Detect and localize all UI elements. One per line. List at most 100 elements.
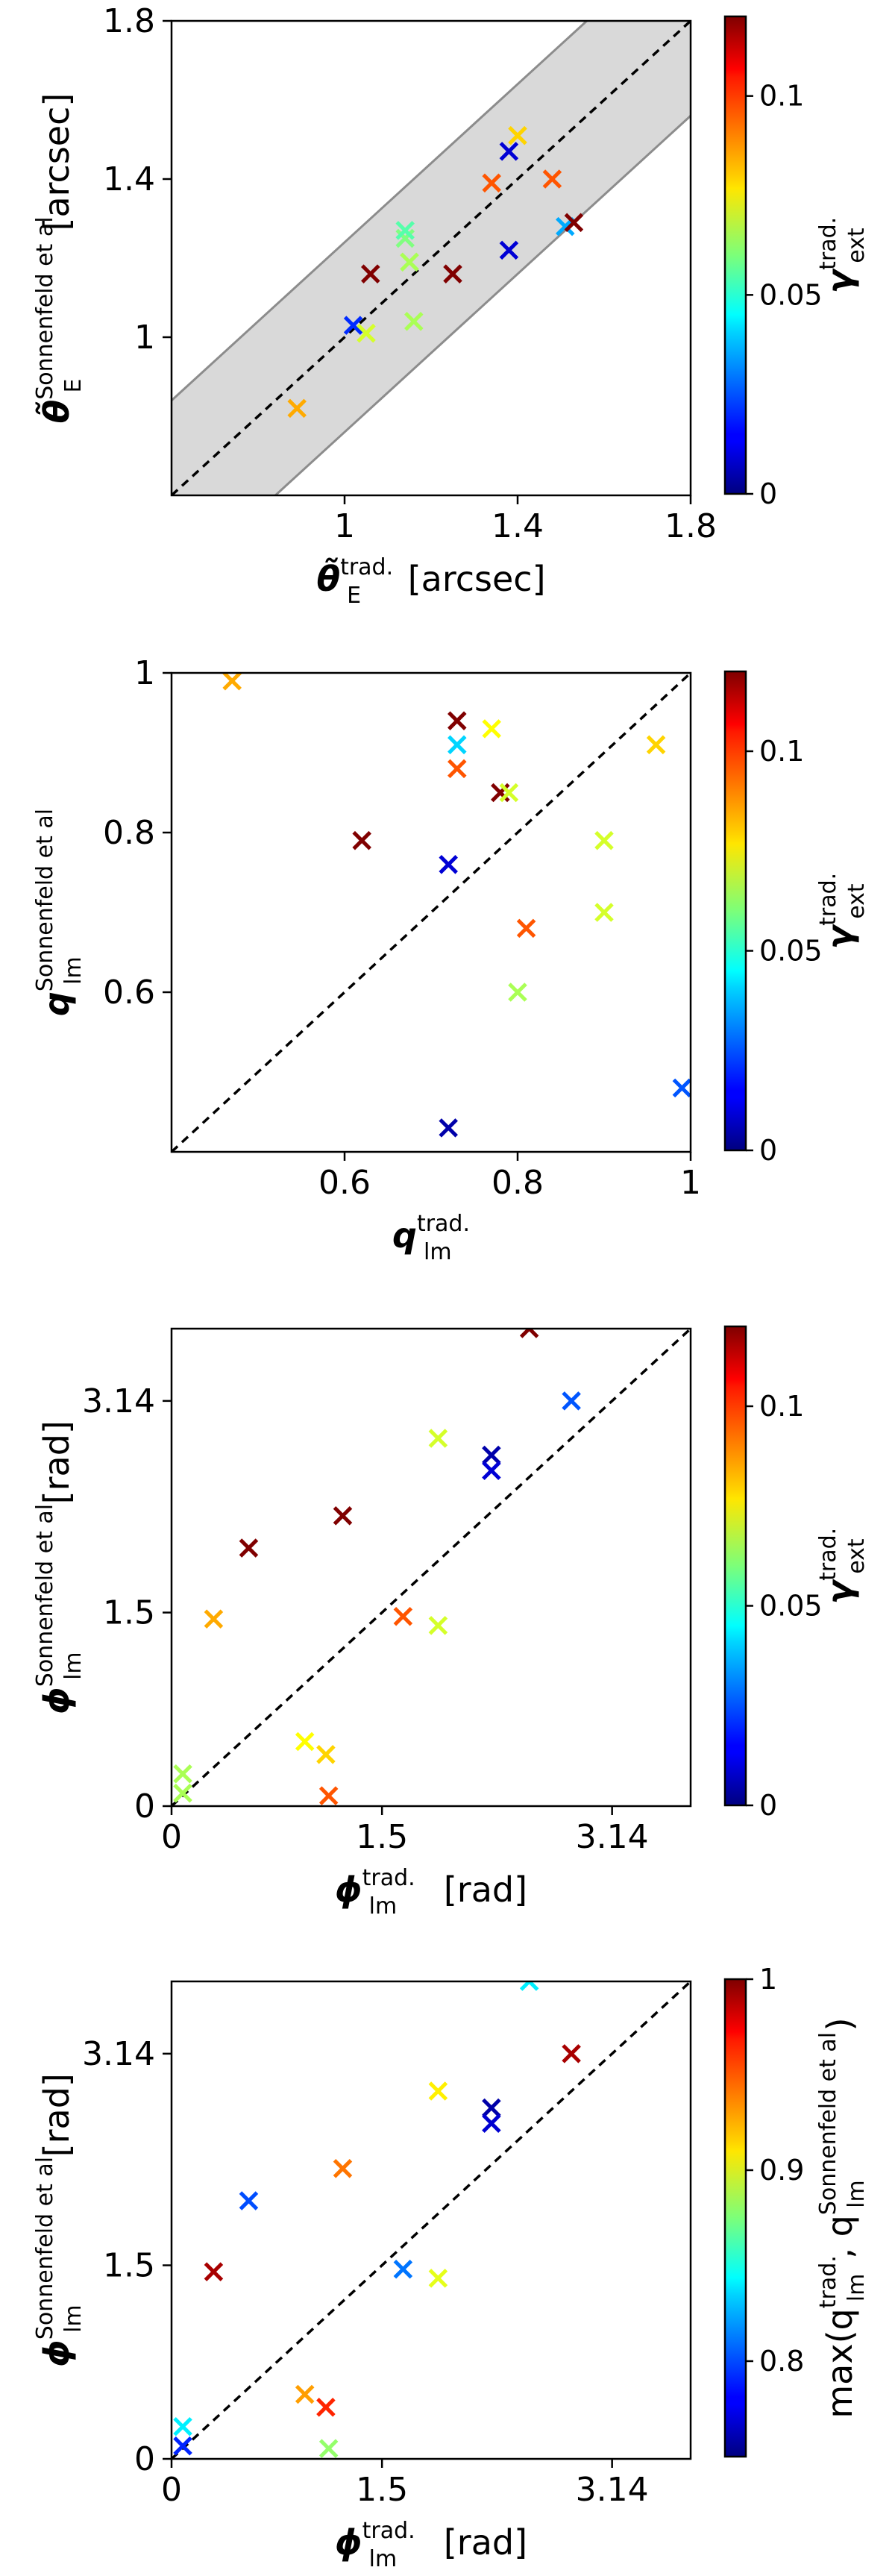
data-point xyxy=(499,240,519,260)
data-point-stroke xyxy=(508,125,527,145)
data-point xyxy=(482,2098,501,2118)
colorbar-label: γtrad. ext xyxy=(815,217,870,293)
data-point-stroke xyxy=(318,2439,339,2458)
colorbar-tick-label: 0.9 xyxy=(759,2154,804,2187)
colorbar-tick-label: 0.05 xyxy=(759,935,823,968)
colorbar: 0.8 0.9 1 max(qtrad. lm, qSonnenfeld et al lm… xyxy=(723,1963,870,2458)
y-axis-label: qSonnenfeld et al lm xyxy=(32,809,87,1016)
data-point xyxy=(173,1783,192,1803)
data-point xyxy=(594,903,614,922)
data-point xyxy=(443,264,462,283)
data-point-stroke xyxy=(482,1445,501,1465)
colorbar-tick-label: 0 xyxy=(759,477,777,510)
data-point xyxy=(173,2416,192,2436)
axes-frame xyxy=(170,19,692,497)
data-point xyxy=(222,673,242,691)
one-to-one-line xyxy=(172,1329,691,1806)
data-point-stroke xyxy=(527,1981,539,1991)
data-point xyxy=(508,125,527,145)
data-point-stroke xyxy=(428,2081,448,2101)
y-tick-label: 1.5 xyxy=(103,1594,155,1632)
one-to-one-line xyxy=(172,1981,691,2459)
data-point-stroke xyxy=(404,312,424,331)
y-tick-label: 0 xyxy=(134,1787,155,1826)
x-tick-label: 1.5 xyxy=(356,2471,408,2509)
colorbar-gradient xyxy=(723,1325,747,1807)
colorbar-tick-label: 0.1 xyxy=(759,80,804,113)
x-tick-label: 1.8 xyxy=(665,507,717,545)
chart-panel-3: 0 1.5 3.14 0 1.5 3.14 ϕtrad. lm [rad] ϕSonnenfel… xyxy=(32,1325,870,1920)
data-point xyxy=(482,1445,501,1465)
data-point-stroke xyxy=(343,316,363,335)
y-axis-label: θ̃Sonnenfeld et al E[arcsec] xyxy=(32,93,87,424)
data-point-stroke xyxy=(287,398,307,419)
chart-panel-2: 0.6 0.8 1 0.6 0.8 1 qtrad. lm qSonnenfeld et al l… xyxy=(32,654,870,1265)
data-point xyxy=(357,323,376,343)
data-point-stroke xyxy=(482,1461,501,1481)
colorbar-tick-label: 0.05 xyxy=(759,278,823,311)
x-tick-label: 0.6 xyxy=(318,1164,371,1202)
axes-frame xyxy=(170,1980,692,2460)
data-point-stroke xyxy=(173,1783,192,1803)
data-point xyxy=(361,264,380,283)
data-point-stroke xyxy=(672,1078,691,1098)
data-point xyxy=(439,1118,458,1138)
axes-frame xyxy=(170,1327,692,1808)
data-point-stroke xyxy=(499,783,519,803)
data-point xyxy=(400,252,419,272)
data-point xyxy=(516,918,536,938)
data-point xyxy=(562,1391,581,1411)
y-tick-label: 1.4 xyxy=(103,160,155,198)
colorbar-tick-label: 1 xyxy=(759,1963,777,1996)
data-point xyxy=(491,783,510,803)
y-tick-label: 3.14 xyxy=(82,1382,155,1420)
y-tick-label: 0.8 xyxy=(103,814,155,852)
data-point xyxy=(343,316,363,335)
data-point xyxy=(173,2436,192,2456)
colorbar-label: γtrad. ext xyxy=(815,873,870,949)
data-point-stroke xyxy=(443,264,462,283)
data-point xyxy=(519,1329,539,1338)
data-point xyxy=(519,1981,539,1991)
x-tick-label: 0.8 xyxy=(492,1164,544,1202)
colorbar-label: max(qtrad. lm, qSonnenfeld et al lm) xyxy=(815,2017,870,2418)
data-point xyxy=(499,783,519,803)
data-point xyxy=(508,983,527,1002)
data-point xyxy=(594,830,614,850)
data-point-stroke xyxy=(508,983,527,1002)
chart-panel-4: 0 1.5 3.14 0 1.5 3.14 ϕtrad. lm [rad] ϕSonnenfel… xyxy=(32,1963,870,2572)
data-point xyxy=(239,1538,259,1558)
x-axis-label: qtrad. lm xyxy=(392,1211,470,1265)
data-point-stroke xyxy=(482,2113,501,2134)
one-to-one-line xyxy=(172,673,691,1152)
data-point xyxy=(393,2259,413,2279)
data-point xyxy=(204,2262,224,2281)
data-point-stroke xyxy=(594,830,614,850)
y-tick-label: 1.8 xyxy=(103,2,155,40)
y-tick-label: 1 xyxy=(134,654,155,692)
x-tick-label: 1.4 xyxy=(492,507,544,545)
plot-area xyxy=(172,1329,691,1806)
data-point xyxy=(318,2439,339,2458)
x-tick-label: 3.14 xyxy=(576,1818,649,1856)
y-tick-label: 1 xyxy=(134,319,155,357)
data-point-stroke xyxy=(562,2044,581,2063)
data-point-stroke xyxy=(428,1616,448,1635)
data-point xyxy=(393,1606,413,1626)
data-point-stroke xyxy=(318,1786,339,1805)
colorbar-tick-label: 0.8 xyxy=(759,2345,804,2378)
data-point xyxy=(499,142,519,161)
colorbar-tick-label: 0.1 xyxy=(759,735,804,768)
data-point-stroke xyxy=(499,142,519,161)
band-upper-edge xyxy=(172,21,589,402)
data-point-stroke xyxy=(173,1764,192,1784)
data-point xyxy=(448,711,467,730)
data-point xyxy=(333,2159,353,2178)
data-point xyxy=(428,1616,448,1635)
data-point-stroke xyxy=(562,1391,581,1411)
data-point xyxy=(482,1461,501,1481)
data-point-stroke xyxy=(316,1745,336,1764)
data-point-stroke xyxy=(448,711,467,730)
y-tick-label: 1.5 xyxy=(103,2247,155,2285)
data-point xyxy=(562,2044,581,2063)
